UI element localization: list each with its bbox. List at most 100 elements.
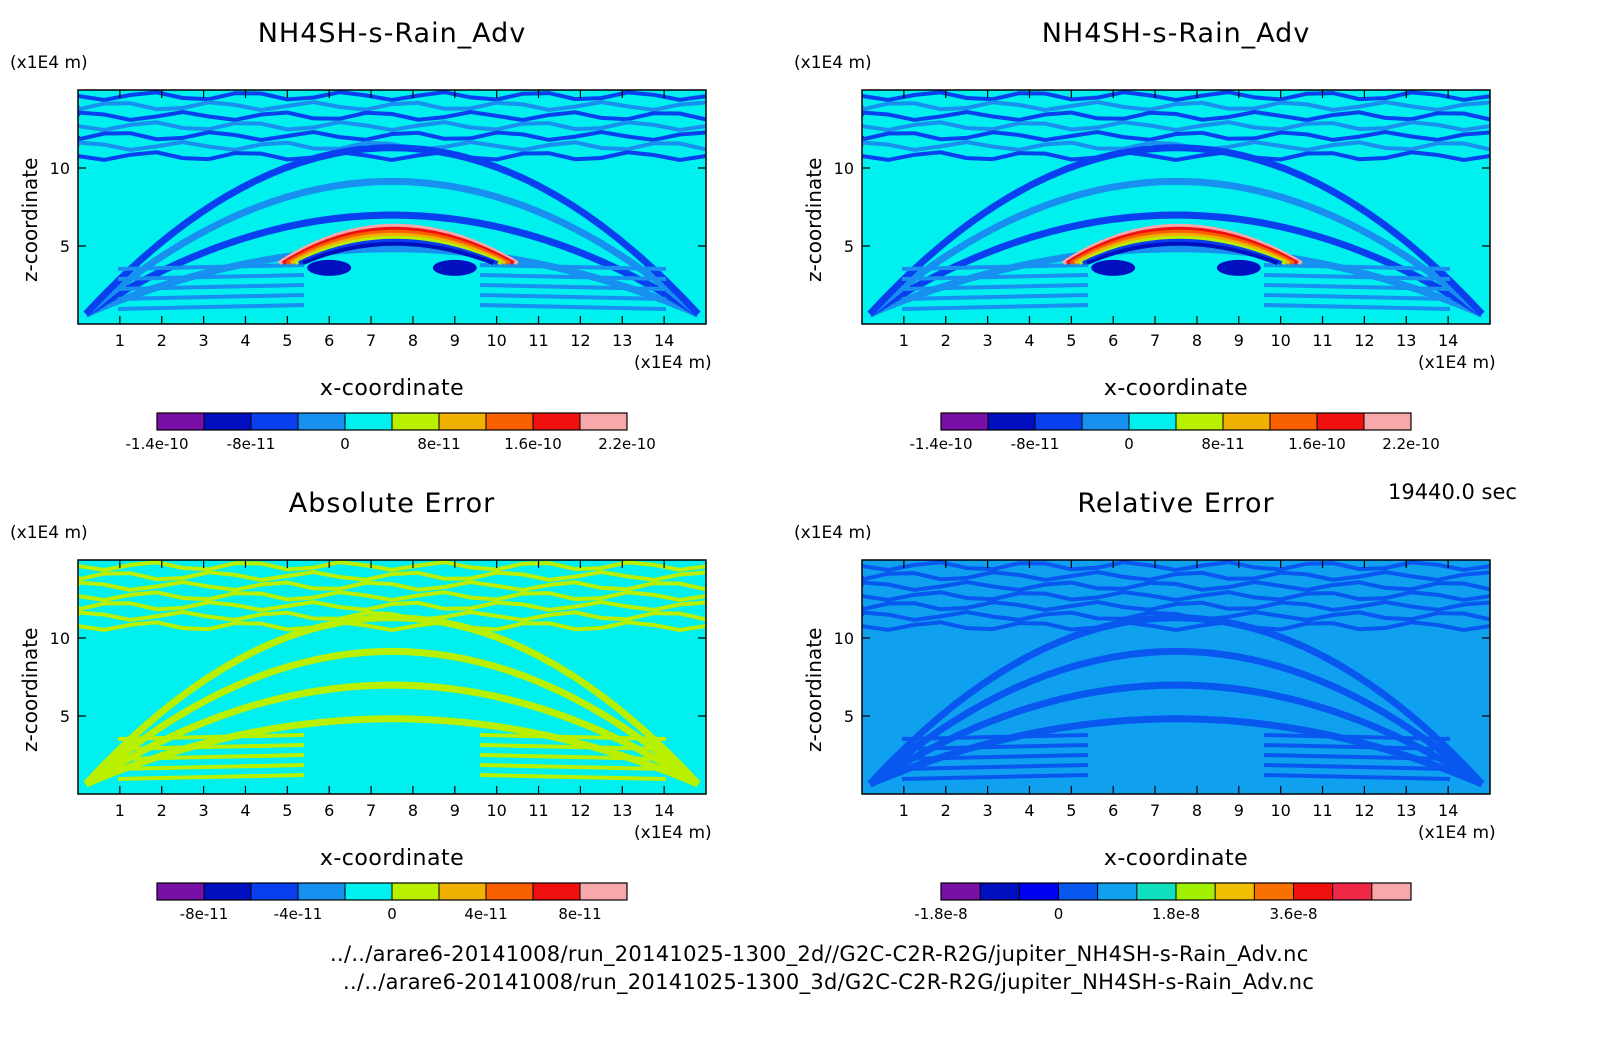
time-label: 19440.0 sec <box>1388 480 1517 504</box>
chart-relative-error-colorbar-frame <box>940 882 1412 901</box>
chart-1-xtick-label: 2 <box>157 331 167 350</box>
chart-1-xtick-label: 4 <box>240 331 250 350</box>
chart-absolute-error-xtick-label: 9 <box>450 801 460 820</box>
chart-1-colorbar-swatch <box>204 413 251 430</box>
chart-1-colorbar-swatch <box>580 413 627 430</box>
chart-relative-error-colorbar-label: 0 <box>1054 905 1064 923</box>
chart-relative-error-colorbar-label: -1.8e-8 <box>914 905 967 923</box>
chart-2-x-label: x-coordinate <box>1103 376 1249 401</box>
chart-absolute-error-colorbar-swatch <box>533 883 580 900</box>
chart-2-colorbar-swatch <box>1364 413 1411 430</box>
chart-1-xtick-label: 11 <box>528 331 548 350</box>
chart-absolute-error-colorbar-swatch <box>345 883 392 900</box>
chart-relative-error-title: Relative Error <box>1077 488 1275 519</box>
chart-absolute-error-colorbar-label: -8e-11 <box>180 905 229 923</box>
chart-absolute-error-x-unit: (x1E4 m) <box>634 823 712 843</box>
chart-absolute-error-xtick-label: 14 <box>654 801 674 820</box>
chart-2-xtick-label: 3 <box>983 331 993 350</box>
chart-1-colorbar-swatch <box>392 413 439 430</box>
chart-2-colorbar-swatch <box>1176 413 1223 430</box>
chart-relative-error-colorbar-label: 1.8e-8 <box>1152 905 1200 923</box>
chart-1-xtick-label: 3 <box>199 331 209 350</box>
chart-1-field <box>78 90 706 324</box>
chart-2-colorbar-swatch <box>1082 413 1129 430</box>
chart-relative-error-xtick-label: 6 <box>1108 801 1118 820</box>
chart-relative-error-colorbar-swatch <box>1332 883 1372 900</box>
chart-relative-error-colorbar-swatch <box>1136 883 1176 900</box>
chart-2-xtick-label: 8 <box>1192 331 1202 350</box>
chart-1-colorbar-label: 1.6e-10 <box>504 435 562 453</box>
chart-relative-error-colorbar-swatch <box>1254 883 1294 900</box>
chart-relative-error-xtick-label: 5 <box>1066 801 1076 820</box>
chart-2-ytick-label: 5 <box>844 237 854 256</box>
chart-absolute-error-colorbar-swatch <box>251 883 298 900</box>
chart-2-colorbar-swatch <box>1317 413 1364 430</box>
file-path-2: ../../arare6-20141008/run_20141025-1300_… <box>343 970 1315 994</box>
chart-1-xtick-label: 10 <box>486 331 506 350</box>
chart-relative-error-ytick-label: 5 <box>844 707 854 726</box>
chart-1-xtick-label: 9 <box>450 331 460 350</box>
chart-absolute-error-colorbar-frame <box>156 882 628 901</box>
chart-2-colorbar-label: 8e-11 <box>1201 435 1244 453</box>
chart-1-colorbar-frame <box>156 412 628 431</box>
chart-absolute-error-ytick-label: 10 <box>50 629 70 648</box>
chart-relative-error-xtick-label: 14 <box>1438 801 1458 820</box>
chart-relative-error: Relative Error (x1E4 m) (x1E4 m) x-coordina… <box>784 470 1584 960</box>
chart-2-colorbar-label: -8e-11 <box>1011 435 1060 453</box>
chart-relative-error-xtick-label: 4 <box>1024 801 1034 820</box>
chart-absolute-error-xtick-label: 12 <box>570 801 590 820</box>
chart-absolute-error-colorbar-swatch <box>204 883 251 900</box>
chart-2-colorbar-swatch <box>1129 413 1176 430</box>
chart-absolute-error-colorbar-label: 8e-11 <box>558 905 601 923</box>
chart-1-xtick-label: 7 <box>366 331 376 350</box>
chart-relative-error-y-unit: (x1E4 m) <box>794 523 872 543</box>
chart-absolute-error-xtick-label: 8 <box>408 801 418 820</box>
chart-2-colorbar-swatch <box>1223 413 1270 430</box>
chart-absolute-error-field <box>78 560 706 794</box>
chart-relative-error-xtick-label: 10 <box>1270 801 1290 820</box>
chart-1-frame <box>77 89 707 325</box>
chart-relative-error-xtick-label: 12 <box>1354 801 1374 820</box>
chart-absolute-error-xtick-label: 10 <box>486 801 506 820</box>
chart-absolute-error-colorbar-swatch <box>157 883 204 900</box>
chart-relative-error-colorbar-swatch <box>980 883 1020 900</box>
chart-2-xtick-label: 9 <box>1234 331 1244 350</box>
chart-relative-error-x-unit: (x1E4 m) <box>1418 823 1496 843</box>
chart-2-colorbar-frame <box>940 412 1412 431</box>
chart-absolute-error-xtick-label: 4 <box>240 801 250 820</box>
chart-1-colorbar-label: 2.2e-10 <box>598 435 656 453</box>
chart-1-colorbar-swatch <box>439 413 486 430</box>
chart-1-xtick-label: 13 <box>612 331 632 350</box>
chart-absolute-error-colorbar-swatch <box>439 883 486 900</box>
chart-absolute-error-ytick-label: 5 <box>60 707 70 726</box>
chart-relative-error-xtick-label: 9 <box>1234 801 1244 820</box>
chart-absolute-error-colorbar-label: 4e-11 <box>464 905 507 923</box>
chart-relative-error-xtick-label: 2 <box>941 801 951 820</box>
chart-2-xtick-label: 5 <box>1066 331 1076 350</box>
chart-2: NH4SH-s-Rain_Adv (x1E4 m) (x1E4 m) x-coordi… <box>784 0 1584 490</box>
chart-relative-error-field <box>862 560 1490 794</box>
chart-2-xtick-label: 7 <box>1150 331 1160 350</box>
chart-absolute-error-title: Absolute Error <box>288 488 496 519</box>
file-path-1: ../../arare6-20141008/run_20141025-1300_… <box>330 942 1309 966</box>
chart-relative-error-colorbar-swatch <box>1019 883 1059 900</box>
chart-2-xtick-label: 11 <box>1312 331 1332 350</box>
chart-2-xtick-label: 2 <box>941 331 951 350</box>
chart-2-colorbar-swatch <box>1035 413 1082 430</box>
chart-2-ytick-label: 10 <box>834 159 854 178</box>
chart-2-frame <box>861 89 1491 325</box>
chart-2-title: NH4SH-s-Rain_Adv <box>1041 18 1311 49</box>
chart-relative-error-xtick-label: 11 <box>1312 801 1332 820</box>
chart-relative-error-xtick-label: 3 <box>983 801 993 820</box>
chart-2-y-unit: (x1E4 m) <box>794 53 872 73</box>
chart-relative-error-xtick-label: 8 <box>1192 801 1202 820</box>
chart-absolute-error-xtick-label: 6 <box>324 801 334 820</box>
chart-1-colorbar-label: 8e-11 <box>417 435 460 453</box>
chart-2-colorbar-label: 1.6e-10 <box>1288 435 1346 453</box>
chart-absolute-error-xtick-label: 13 <box>612 801 632 820</box>
chart-1-ytick-label: 10 <box>50 159 70 178</box>
chart-relative-error-colorbar-swatch <box>1215 883 1255 900</box>
